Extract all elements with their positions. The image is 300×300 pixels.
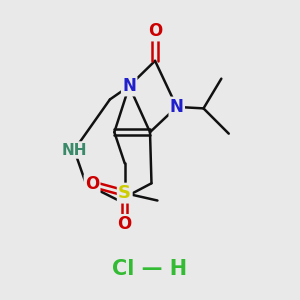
- Text: N: N: [122, 77, 136, 95]
- Text: N: N: [170, 98, 184, 116]
- Text: S: S: [118, 184, 131, 202]
- Text: O: O: [148, 22, 162, 40]
- Text: NH: NH: [61, 142, 87, 158]
- Text: O: O: [118, 215, 132, 233]
- Text: Cl — H: Cl — H: [112, 259, 188, 279]
- Text: O: O: [85, 175, 99, 193]
